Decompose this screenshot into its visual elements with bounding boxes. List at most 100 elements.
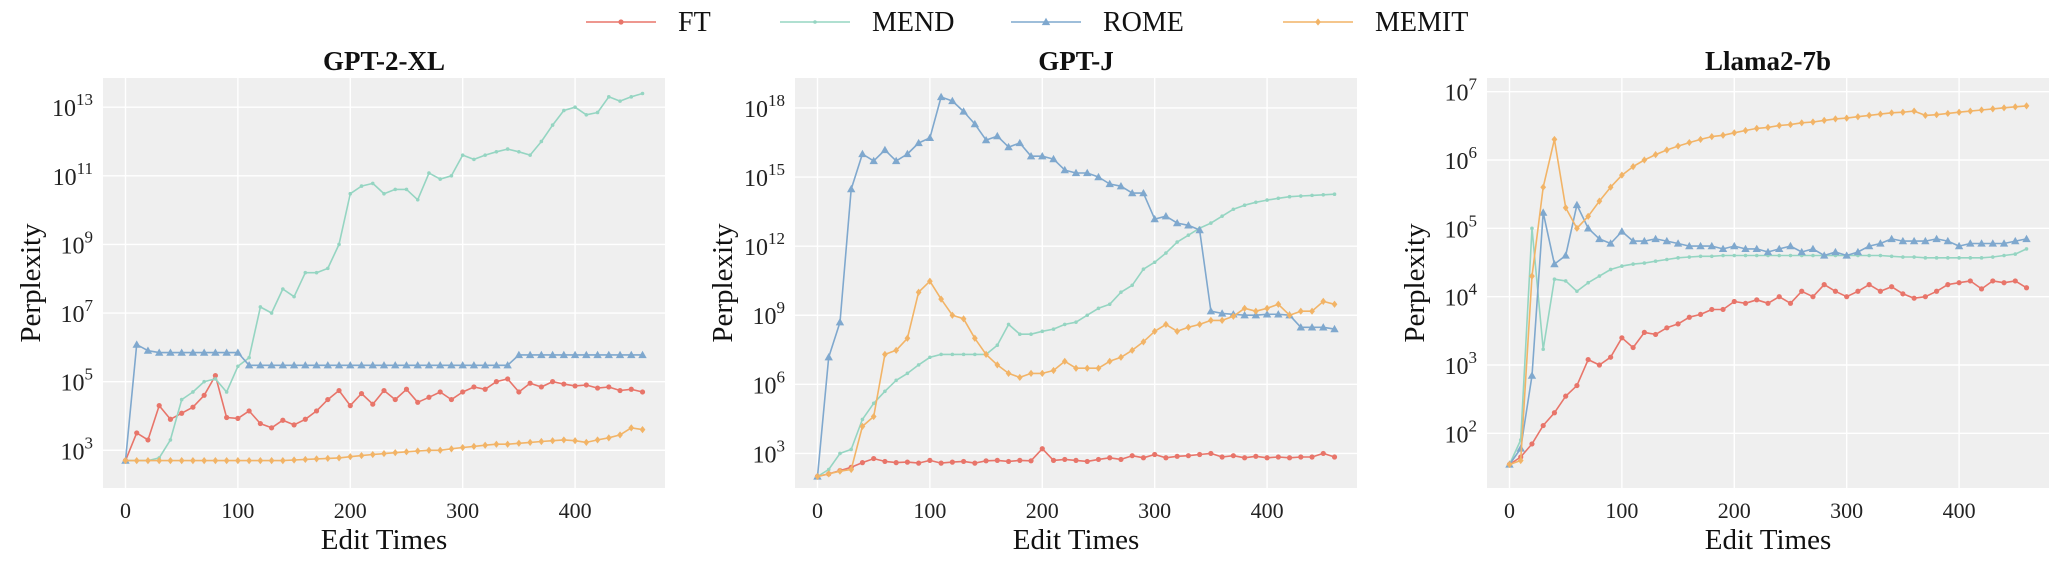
data-point-mend [1242,203,1247,207]
data-point-ft [1697,311,1704,318]
data-point-mend [1620,264,1624,268]
panel-title: GPT-2-XL [323,46,445,76]
data-point-ft [1585,356,1591,363]
data-point-memit [1765,123,1771,131]
data-point-memit [893,346,900,354]
data-point-mend [1074,320,1078,324]
data-point-rome [1038,152,1047,160]
data-point-memit [814,472,821,481]
data-point-mend [1096,306,1101,311]
data-point-memit [459,443,466,452]
data-point-ft [550,379,556,385]
data-point-mend [973,352,977,357]
data-point-rome [289,361,299,369]
data-point-rome [858,149,867,158]
data-point-rome [1966,239,1975,247]
data-point-mend [1541,347,1545,352]
data-point-ft [617,387,623,394]
data-point-memit [1607,183,1614,191]
data-point-ft [190,404,196,410]
data-point-mend [1946,256,1950,260]
data-point-rome [357,361,366,369]
legend-marker-memit [1315,18,1321,26]
data-point-rome [1707,241,1716,250]
data-point-memit [504,440,511,448]
data-point-mend [528,153,532,157]
data-point-ft [1866,282,1872,288]
data-point-memit [1686,138,1693,147]
y-tick-label: 109 [61,227,94,259]
data-point-memit [949,311,956,319]
data-point-memit [1585,212,1592,220]
y-tick-label: 1011 [53,159,93,191]
data-point-memit [516,439,522,447]
data-point-memit [1989,105,1996,113]
data-point-ft [1163,455,1169,461]
data-point-mend [1698,254,1703,259]
data-point-memit [347,453,354,461]
data-point-memit [448,445,455,453]
data-point-mend [326,266,330,271]
data-point-memit [246,456,252,465]
data-point-mend [393,187,398,192]
data-point-memit [336,454,342,462]
data-point-memit [1163,320,1169,329]
data-point-memit [904,334,911,342]
data-point-mend [883,389,887,394]
data-point-rome [1864,241,1874,250]
data-point-ft [1275,454,1281,460]
data-point-rome [993,131,1002,140]
y-tick-label: 109 [753,298,786,330]
data-point-mend [1912,255,1916,259]
data-point-rome [903,149,912,158]
data-point-rome [1954,241,1964,250]
data-point-ft [1990,278,1996,284]
data-point-mend [1878,253,1883,258]
x-tick-label: 200 [1026,498,1059,523]
data-point-ft [1978,286,1985,292]
data-point-mend [562,108,566,113]
data-point-mend [1687,255,1692,259]
data-point-ft [1540,422,1546,429]
data-point-mend [404,187,409,192]
data-point-mend [1777,253,1782,258]
data-point-ft [1286,455,1293,461]
data-point-mend [303,270,308,275]
data-point-memit [1028,369,1034,377]
data-point-mend [438,177,443,181]
data-point-ft [1185,453,1191,459]
data-point-memit [1776,121,1783,130]
data-point-rome [1876,239,1885,247]
data-point-mend [618,99,622,103]
data-point-ft [201,392,207,398]
data-point-ft [1563,393,1569,399]
data-point-rome [914,138,923,147]
data-point-rome [582,350,591,359]
data-point-rome [1128,188,1137,197]
data-point-mend [370,181,375,186]
data-point-memit [1843,114,1850,122]
data-point-memit [257,456,264,465]
data-point-mend [1119,290,1123,295]
data-point-memit [1095,364,1102,372]
data-point-memit [1911,107,1917,115]
data-point-mend [460,153,465,157]
data-point-ft [269,425,275,431]
data-point-ft [1028,458,1034,464]
data-point-memit [1944,109,1951,118]
data-point-rome [391,361,400,369]
x-tick-label: 200 [334,498,367,523]
data-point-rome [1550,259,1559,268]
data-point-ft [1050,457,1057,463]
data-point-rome [514,350,524,359]
data-point-rome [593,350,602,359]
data-point-mend [849,447,853,452]
data-point-ft [1298,454,1304,460]
data-point-ft [460,389,466,395]
x-axis-label: Edit Times [1013,524,1140,556]
data-point-ft [370,401,376,407]
data-point-rome [525,350,535,359]
data-point-ft [471,384,477,390]
data-point-memit [1208,316,1214,324]
data-point-mend [1665,257,1669,262]
